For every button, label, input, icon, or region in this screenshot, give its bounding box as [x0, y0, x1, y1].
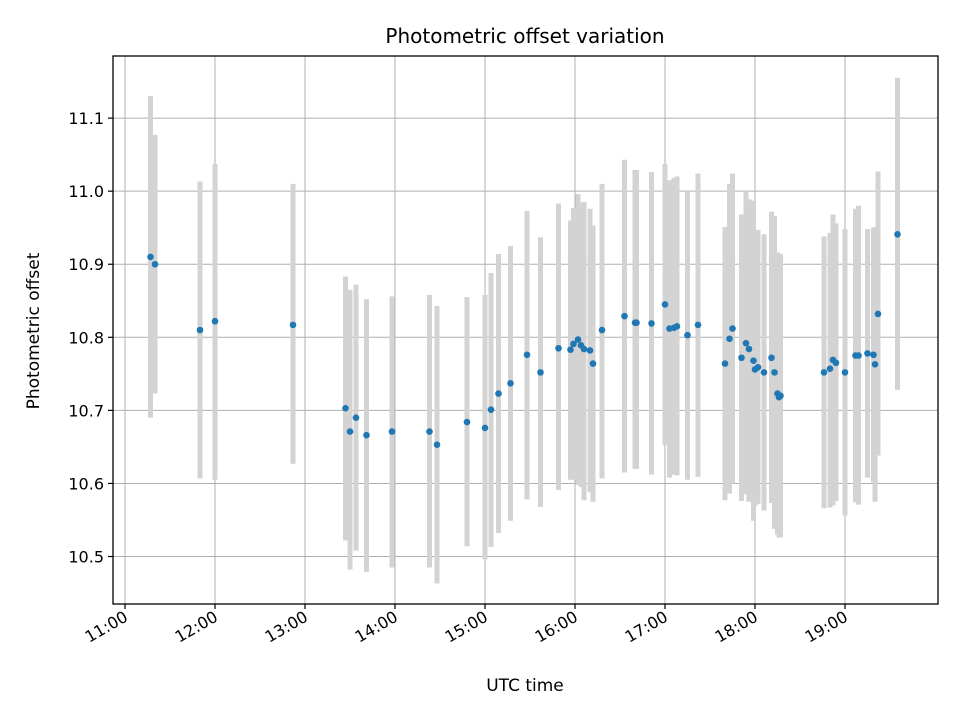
data-point: [832, 359, 840, 367]
data-point: [874, 310, 882, 318]
data-point: [495, 390, 502, 397]
data-point: [777, 392, 784, 400]
data-point: [147, 253, 154, 261]
data-point: [363, 431, 370, 439]
y-axis-label: Photometric offset: [24, 252, 44, 409]
y-tick-label: 10.9: [68, 255, 104, 274]
data-point: [754, 363, 762, 371]
y-tick-label: 10.7: [68, 401, 104, 420]
data-point: [633, 319, 640, 326]
x-axis-label: UTC time: [486, 676, 564, 696]
data-point: [388, 428, 396, 435]
data-point: [726, 335, 733, 343]
y-axis-ticks: 10.5 10.6 10.7 10.8 10.9 11.0 11.1: [68, 109, 113, 567]
data-point: [426, 428, 433, 435]
data-point: [481, 424, 489, 432]
data-point: [684, 331, 691, 339]
data-point: [342, 404, 349, 412]
data-point: [211, 317, 219, 325]
data-point: [352, 414, 360, 421]
data-point: [567, 346, 574, 354]
data-point: [555, 344, 562, 352]
chart-title: Photometric offset variation: [385, 24, 664, 48]
data-points: [147, 230, 901, 449]
data-point: [621, 312, 628, 320]
data-point: [694, 321, 702, 329]
data-point: [864, 350, 871, 357]
data-point: [742, 339, 750, 347]
data-point: [570, 340, 577, 348]
data-point: [738, 354, 745, 362]
data-point: [673, 323, 681, 330]
data-point: [871, 361, 879, 368]
data-point: [771, 369, 778, 376]
data-point: [894, 230, 901, 238]
y-tick-label: 11.1: [68, 109, 104, 128]
data-point: [841, 369, 849, 376]
data-point: [433, 441, 441, 449]
data-point: [487, 406, 495, 413]
data-point: [760, 369, 768, 376]
data-point: [580, 345, 588, 353]
data-point: [586, 347, 594, 354]
y-tick-label: 11.0: [68, 182, 104, 201]
data-point: [523, 351, 531, 359]
data-point: [574, 336, 582, 343]
data-point: [589, 360, 597, 367]
data-point: [768, 354, 775, 362]
data-point: [537, 369, 544, 376]
data-point: [507, 380, 514, 387]
data-point: [729, 325, 736, 332]
data-point: [661, 301, 669, 308]
data-point: [151, 260, 159, 268]
data-point: [721, 360, 729, 367]
data-point: [463, 418, 471, 426]
data-point: [870, 351, 877, 359]
data-point: [598, 326, 606, 334]
data-point: [820, 369, 828, 376]
y-tick-label: 10.6: [68, 474, 104, 493]
data-point: [346, 428, 354, 435]
data-point: [648, 320, 655, 327]
data-point: [855, 352, 862, 359]
plot-frame: [112, 55, 939, 605]
data-point: [750, 357, 757, 364]
data-point: [745, 345, 753, 353]
data-point: [826, 365, 834, 373]
y-tick-label: 10.5: [68, 548, 104, 567]
data-point: [196, 326, 204, 334]
data-point: [289, 321, 297, 329]
y-tick-label: 10.8: [68, 328, 104, 347]
